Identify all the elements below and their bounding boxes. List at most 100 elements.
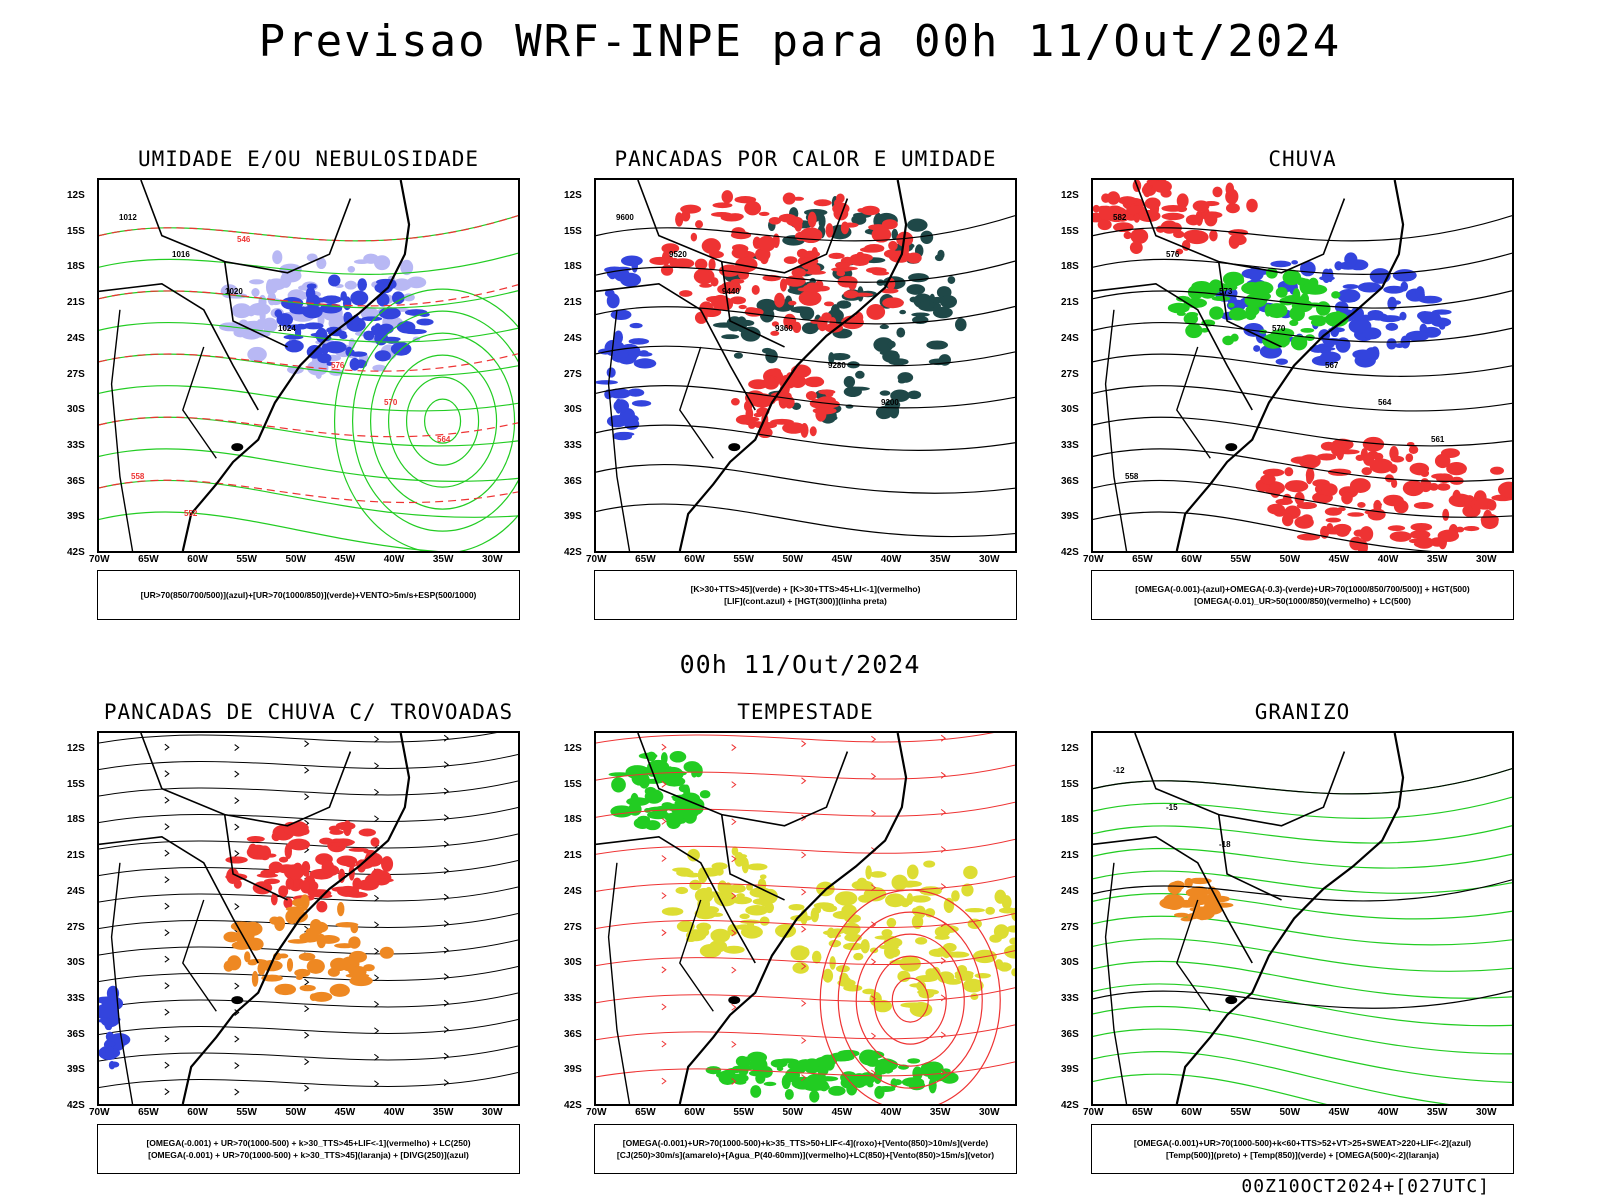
latitude-tick-label: 27S <box>1061 921 1079 933</box>
longitude-tick-label: 60W <box>1181 554 1202 565</box>
map-chuva[interactable]: 582 576 573 570 567 564 561 558 <box>1091 178 1514 553</box>
longitude-tick-label: 30W <box>1476 554 1497 565</box>
temperature-500-contours <box>1093 768 1512 1009</box>
latitude-tick-label: 12S <box>67 190 85 201</box>
legend-line: [OMEGA(-0.001)+UR>70(1000-500)+k<60+TTS>… <box>1133 1138 1472 1148</box>
longitude-tick-label: 55W <box>733 1107 754 1118</box>
longitude-tick-label: 70W <box>1083 554 1104 565</box>
geopotential-500-contours <box>1093 215 1512 551</box>
longitude-tick-label: 40W <box>383 554 405 565</box>
longitude-tick-label: 35W <box>1426 1107 1448 1118</box>
contour-label: 558 <box>1125 472 1139 481</box>
longitude-tick-label: 35W <box>432 554 454 565</box>
longitude-tick-label: 30W <box>979 1107 1000 1118</box>
contour-label: -12 <box>1113 766 1125 775</box>
longitude-tick-label: 65W <box>1132 554 1153 565</box>
coastline-and-borders <box>1093 733 1405 1104</box>
longitude-tick-label: 50W <box>285 1107 307 1118</box>
legend-tempestade: [OMEGA(-0.001)+UR>70(1000-500)+k>35_TTS>… <box>594 1124 1017 1174</box>
latitude-tick-label: 12S <box>1061 743 1079 754</box>
latitude-tick-label: 21S <box>564 297 582 309</box>
latitude-tick-label: 42S <box>564 1100 582 1111</box>
longitude-tick-label: 30W <box>979 554 1000 565</box>
omega-area <box>1209 252 1452 368</box>
map-tempestade[interactable] <box>594 731 1017 1106</box>
latitude-tick-label: 15S <box>564 225 582 237</box>
contour-label: 582 <box>1113 213 1127 222</box>
map-pancadas-calor[interactable]: 9600 9520 9440 9360 9280 9200 <box>594 178 1017 553</box>
latitude-tick-label: 12S <box>67 743 85 754</box>
contour-label: 546 <box>237 235 251 244</box>
latitude-tick-label: 36S <box>67 475 85 487</box>
longitude-tick-label: 60W <box>187 1107 208 1118</box>
latitude-tick-label: 18S <box>1061 814 1079 826</box>
latitude-tick-label: 30S <box>67 404 85 416</box>
longitude-tick-label: 50W <box>1279 554 1301 565</box>
contour-label: 552 <box>184 509 198 518</box>
longitude-tick-label: 50W <box>285 554 307 565</box>
geopotential-300-contours <box>596 215 1015 538</box>
latitude-tick-label: 42S <box>67 547 85 558</box>
latitude-tick-label: 42S <box>67 1100 85 1111</box>
latitude-tick-label: 21S <box>67 850 85 862</box>
longitude-tick-label: 45W <box>831 554 853 565</box>
streamlines-850 <box>596 733 1015 1085</box>
run-timestamp: 00Z10OCT2024+[027UTC] <box>1241 1176 1490 1197</box>
latitude-tick-label: 15S <box>1061 225 1079 237</box>
longitude-tick-label: 55W <box>1230 554 1251 565</box>
contour-label: 1024 <box>278 324 296 333</box>
latitude-tick-label: 39S <box>67 511 85 523</box>
longitude-tick-label: 30W <box>482 1107 503 1118</box>
latitude-tick-label: 18S <box>1061 261 1079 273</box>
contour-label: 9280 <box>828 361 846 370</box>
latitude-tick-label: 24S <box>1061 332 1079 344</box>
latitude-tick-label: 27S <box>564 368 582 380</box>
panel-title-granizo: GRANIZO <box>1254 700 1351 724</box>
rain-light-area <box>1093 180 1258 255</box>
contour-label: 576 <box>331 361 345 370</box>
map-granizo[interactable]: -12 -15 -18 <box>1091 731 1514 1106</box>
latitude-tick-label: 24S <box>564 885 582 897</box>
longitude-tick-label: 70W <box>586 1107 607 1118</box>
contour-label: 9200 <box>881 398 899 407</box>
latitude-tick-label: 36S <box>564 475 582 487</box>
latitude-tick-label: 15S <box>67 778 85 790</box>
legend-granizo: [OMEGA(-0.001)+UR>70(1000-500)+k<60+TTS>… <box>1091 1124 1514 1174</box>
jet-stream-area-west <box>661 846 778 958</box>
latitude-tick-label: 27S <box>67 921 85 933</box>
contour-label: 9520 <box>669 250 687 259</box>
map-umidade[interactable]: 1012 1016 1020 1024 576 570 564 558 552 546 <box>97 178 520 553</box>
latitude-tick-label: 33S <box>564 992 582 1004</box>
contour-label: 9440 <box>722 287 740 296</box>
contour-label: 570 <box>1272 324 1286 333</box>
map-pancadas-trovoadas[interactable] <box>97 731 520 1106</box>
latitude-tick-label: 42S <box>1061 1100 1079 1111</box>
contour-label: 576 <box>1166 250 1180 259</box>
latitude-tick-label: 18S <box>67 261 85 273</box>
strong-wind-area-south <box>705 1049 959 1103</box>
longitude-tick-label: 50W <box>782 554 804 565</box>
showers-area <box>223 894 394 1002</box>
legend-line: [OMEGA(-0.001)-(azul)+OMEGA(-0.3)-(verde… <box>1135 584 1470 594</box>
coastline-and-borders <box>99 180 411 551</box>
latitude-tick-label: 30S <box>1061 957 1079 969</box>
longitude-tick-label: 55W <box>1230 1107 1251 1118</box>
legend-line: [OMEGA(-0.001) + UR>70(1000-500) + k>30_… <box>146 1138 471 1148</box>
contour-label: 564 <box>437 435 451 444</box>
longitude-tick-label: 65W <box>635 554 656 565</box>
latitude-tick-label: 39S <box>564 1064 582 1076</box>
longitude-tick-label: 55W <box>236 1107 257 1118</box>
longitude-tick-label: 70W <box>89 1107 110 1118</box>
longitude-tick-label: 40W <box>880 554 902 565</box>
latitude-tick-label: 12S <box>1061 190 1079 201</box>
latitude-tick-label: 18S <box>564 261 582 273</box>
contour-label: -18 <box>1219 840 1231 849</box>
thickness-contours <box>99 215 518 504</box>
contour-label: 561 <box>1431 435 1445 444</box>
legend-chuva: [OMEGA(-0.001)-(azul)+OMEGA(-0.3)-(verde… <box>1091 570 1514 620</box>
latitude-tick-label: 21S <box>67 297 85 309</box>
longitude-tick-label: 65W <box>138 1107 159 1118</box>
latitude-tick-label: 30S <box>67 957 85 969</box>
latitude-tick-label: 39S <box>1061 1064 1079 1076</box>
longitude-tick-label: 35W <box>929 554 951 565</box>
